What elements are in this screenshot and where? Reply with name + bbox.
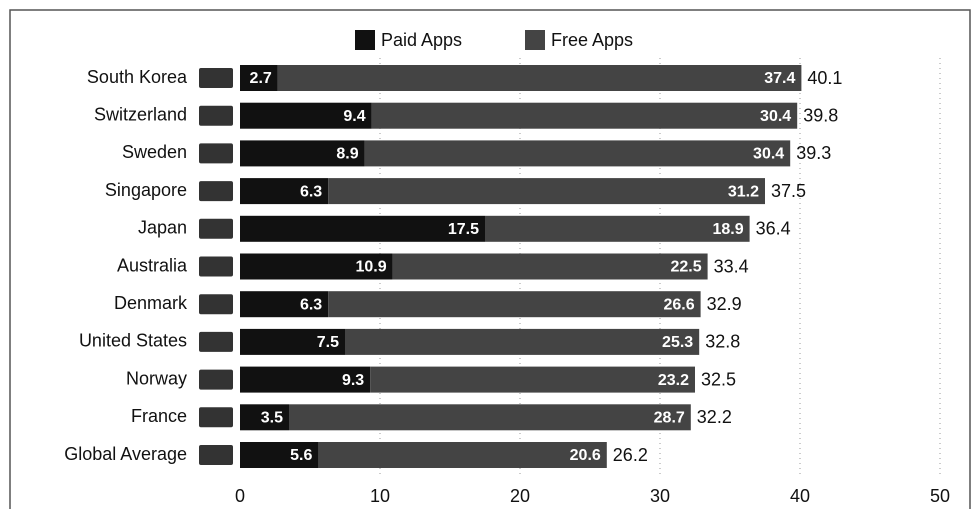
- bar-value-label: 6.3: [300, 296, 322, 313]
- bar-segment: [240, 328, 345, 355]
- bar-value-label: 30.4: [760, 108, 791, 125]
- flag-icon: [199, 181, 233, 202]
- bar-segment: [485, 215, 750, 242]
- bar-segment: [328, 291, 701, 318]
- bar-segment: [240, 291, 329, 318]
- bar-value-label: 37.4: [764, 70, 795, 87]
- flag-icon: [199, 143, 233, 164]
- bar-value-label: 20.6: [570, 447, 601, 464]
- x-tick-label: 0: [235, 486, 245, 506]
- bar-segment: [364, 140, 791, 167]
- total-label: 37.5: [771, 181, 806, 201]
- y-tick-label: Sweden: [122, 142, 187, 162]
- frame: [9, 9, 971, 509]
- y-tick-label: Singapore: [105, 180, 187, 200]
- y-tick-label: Norway: [126, 368, 187, 388]
- legend-label: Free Apps: [551, 30, 633, 50]
- total-label: 33.4: [714, 256, 749, 276]
- bar-segment: [240, 102, 372, 129]
- bar-value-label: 8.9: [336, 146, 358, 163]
- total-label: 36.4: [756, 219, 791, 239]
- bar-value-label: 25.3: [662, 334, 693, 351]
- bar-value-label: 17.5: [448, 221, 479, 238]
- flag-icon: [199, 407, 233, 428]
- bar-value-label: 30.4: [753, 146, 784, 163]
- bar-value-label: 31.2: [728, 183, 759, 200]
- y-tick-label: Denmark: [114, 293, 188, 313]
- flag-icon: [199, 218, 233, 239]
- bar-segment: [392, 253, 708, 280]
- bar-segment: [240, 65, 278, 91]
- bar-value-label: 5.6: [290, 447, 312, 464]
- total-label: 32.5: [701, 369, 736, 389]
- bar-segment: [345, 328, 700, 355]
- y-tick-label: France: [131, 406, 187, 426]
- bar-segment: [328, 178, 765, 205]
- flag-icon: [199, 445, 233, 465]
- bar-segment: [240, 366, 371, 393]
- bar-value-label: 6.3: [300, 183, 322, 200]
- bar-value-label: 23.2: [658, 372, 689, 389]
- y-tick-label: United States: [79, 331, 187, 351]
- bar-value-label: 18.9: [712, 221, 743, 238]
- legend-swatch: [525, 30, 545, 50]
- bar-value-label: 7.5: [317, 334, 339, 351]
- bar-value-label: 10.9: [355, 259, 386, 276]
- total-label: 32.2: [697, 407, 732, 427]
- x-tick-label: 20: [510, 486, 530, 506]
- flag-icon: [199, 294, 233, 315]
- flag-icon: [199, 105, 233, 126]
- total-label: 26.2: [613, 445, 648, 465]
- legend-label: Paid Apps: [381, 30, 462, 50]
- flag-icon: [199, 256, 233, 277]
- total-label: 40.1: [807, 68, 842, 88]
- total-label: 32.9: [707, 294, 742, 314]
- bar-segment: [370, 366, 695, 393]
- bar-value-label: 3.5: [261, 410, 283, 427]
- x-tick-label: 30: [650, 486, 670, 506]
- y-tick-label: Australia: [117, 255, 188, 275]
- y-tick-label: Global Average: [64, 444, 187, 464]
- y-tick-label: Switzerland: [94, 104, 187, 124]
- total-label: 32.8: [705, 332, 740, 352]
- flag-icon: [199, 68, 233, 88]
- flag-icon: [199, 331, 233, 352]
- bar-value-label: 9.4: [343, 108, 365, 125]
- legend-swatch: [355, 30, 375, 50]
- x-tick-label: 50: [930, 486, 950, 506]
- total-label: 39.8: [803, 105, 838, 125]
- bar-value-label: 2.7: [250, 70, 272, 87]
- y-tick-label: Japan: [138, 218, 187, 238]
- flag-icon: [199, 369, 233, 390]
- bar-value-label: 28.7: [654, 410, 685, 427]
- bar-segment: [318, 442, 607, 468]
- bar-segment: [240, 215, 485, 242]
- bar-segment: [240, 178, 329, 205]
- bar-value-label: 22.5: [670, 259, 701, 276]
- bar-value-label: 9.3: [342, 372, 364, 389]
- bar-segment: [277, 65, 802, 91]
- total-label: 39.3: [796, 143, 831, 163]
- bar-value-label: 26.6: [663, 296, 694, 313]
- bar-segment: [240, 442, 319, 468]
- x-tick-label: 10: [370, 486, 390, 506]
- bar-segment: [240, 253, 393, 280]
- x-tick-label: 40: [790, 486, 810, 506]
- bar-segment: [289, 404, 691, 431]
- y-tick-label: South Korea: [87, 67, 188, 87]
- bar-segment: [371, 102, 798, 129]
- bar-segment: [240, 404, 289, 431]
- bar-segment: [240, 140, 365, 167]
